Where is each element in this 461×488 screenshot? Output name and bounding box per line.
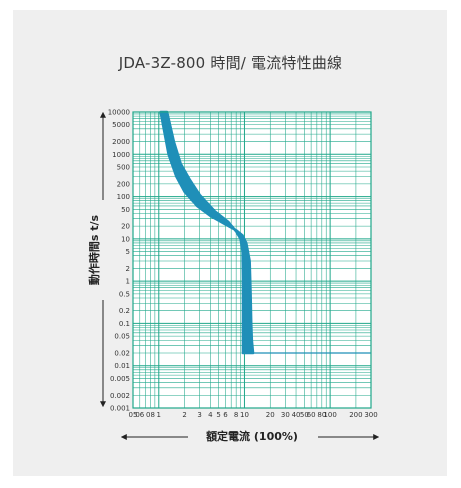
y-tick-label: 5 xyxy=(126,248,130,256)
y-tick-label: 10 xyxy=(121,235,130,243)
y-tick-label: 0.001 xyxy=(110,405,130,413)
x-tick-label: 30 xyxy=(281,411,290,419)
y-tick-label: 10000 xyxy=(108,109,130,117)
x-tick-label: 05 xyxy=(129,411,138,419)
x-tick-label: 3 xyxy=(197,411,201,419)
x-tick-label: 8 xyxy=(234,411,238,419)
x-tick-label: 200 xyxy=(349,411,362,419)
y-tick-label: 1 xyxy=(126,278,130,286)
x-tick-label: 60 xyxy=(307,411,316,419)
y-axis-label: 動作時間s t/s xyxy=(87,214,101,285)
y-tick-label: 0.05 xyxy=(114,333,130,341)
plot-frame xyxy=(132,111,372,409)
x-tick-label: 5 xyxy=(216,411,220,419)
x-axis-label: 額定電流 (100%) xyxy=(205,429,298,443)
x-tick-label: 300 xyxy=(364,411,377,419)
x-tick-label: 40 xyxy=(292,411,301,419)
x-tick-label: 4 xyxy=(208,411,213,419)
x-tick-label: 80 xyxy=(317,411,326,419)
x-tick-label: 1 xyxy=(157,411,161,419)
y-tick-label: 1000 xyxy=(112,151,130,159)
y-tick-label: 100 xyxy=(117,193,130,201)
y-tick-label: 0.01 xyxy=(114,362,130,370)
y-tick-label: 0.5 xyxy=(119,290,130,298)
y-tick-label: 500 xyxy=(117,164,130,172)
x-tick-label: 2 xyxy=(182,411,186,419)
y-tick-labels: 10000 5000 2000 1000 500 200 100 50 20 10 5 2 1 0.5 0.… xyxy=(108,109,130,413)
x-tick-label: 100 xyxy=(323,411,336,419)
x-tick-label: 06 xyxy=(135,411,144,419)
y-tick-label: 0.005 xyxy=(110,375,130,383)
y-tick-label: 0.2 xyxy=(119,307,130,315)
y-tick-label: 2 xyxy=(126,265,130,273)
y-tick-label: 20 xyxy=(121,223,130,231)
y-tick-label: 0.002 xyxy=(110,392,130,400)
x-tick-label: 50 xyxy=(300,411,309,419)
x-tick-label: 10 xyxy=(240,411,249,419)
y-tick-label: 5000 xyxy=(112,121,130,129)
y-tick-label: 0.02 xyxy=(114,349,130,357)
y-tick-label: 50 xyxy=(121,206,130,214)
grid-minor xyxy=(132,112,372,408)
y-tick-label: 0.1 xyxy=(119,320,130,328)
x-tick-label: 6 xyxy=(223,411,228,419)
y-tick-label: 200 xyxy=(117,180,130,188)
y-tick-label: 2000 xyxy=(112,138,130,146)
x-tick-label: 20 xyxy=(266,411,275,419)
chart-title: JDA-3Z-800 時間/ 電流特性曲線 xyxy=(118,54,343,72)
x-tick-label: 08 xyxy=(146,411,155,419)
